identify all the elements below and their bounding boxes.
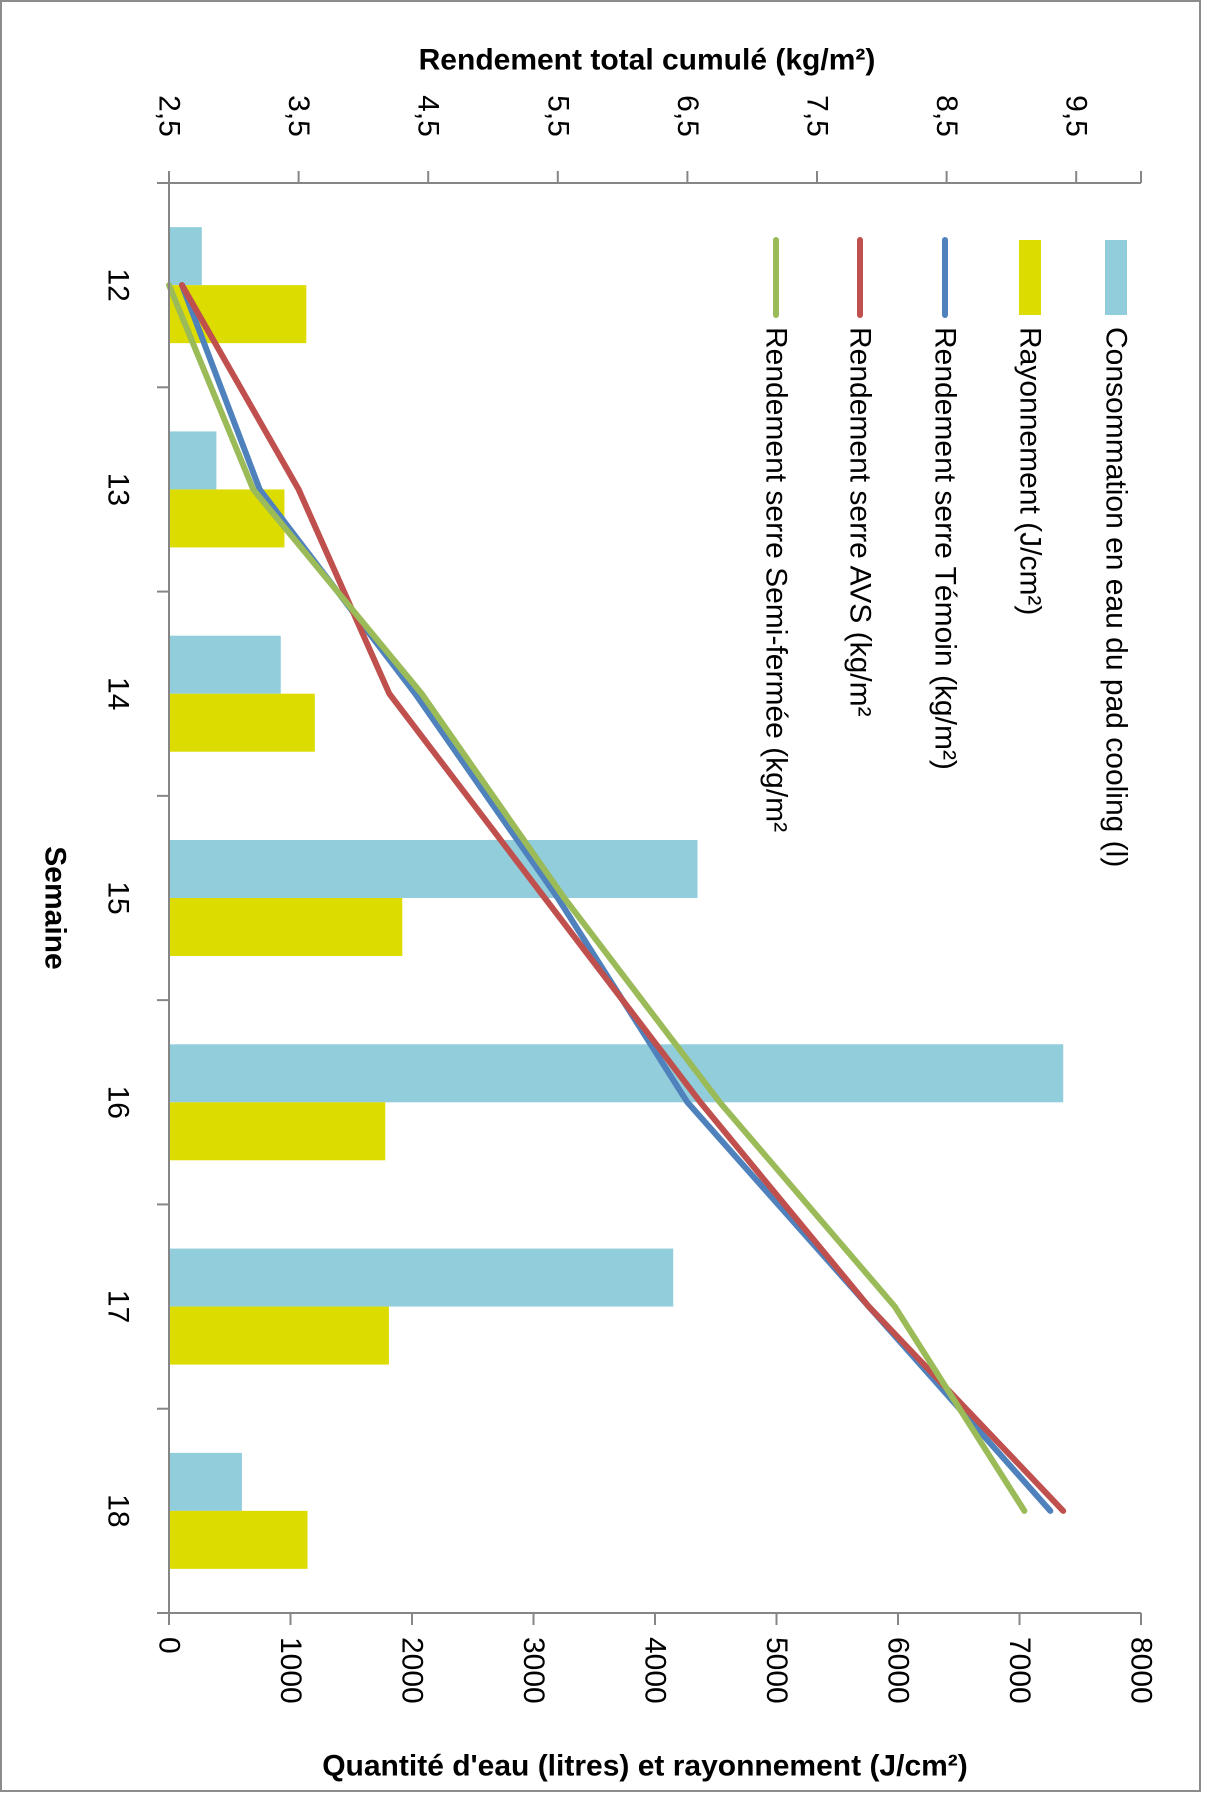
bar-radiation-14 — [169, 693, 315, 752]
bar-radiation-17 — [169, 1306, 389, 1365]
category-axis-title: Semaine — [39, 846, 72, 969]
bar-water-13 — [169, 431, 217, 490]
bar-radiation-16 — [169, 1102, 386, 1161]
primary-tick-label: 2000 — [396, 1637, 429, 1704]
bar-water-17 — [169, 1248, 674, 1307]
primary-tick-label: 8000 — [1125, 1637, 1158, 1704]
legend: Consommation en eau du pad cooling (l) Ra… — [760, 237, 1133, 867]
primary-tick-label: 1000 — [274, 1637, 307, 1704]
secondary-tick-label: 9,5 — [1060, 95, 1093, 137]
primary-tick-label: 5000 — [760, 1637, 793, 1704]
legend-swatch-radiation — [1019, 240, 1041, 315]
legend-label-semi-fermee: Rendement serre Semi-fermée (kg/m² — [760, 327, 793, 832]
bar-water-14 — [169, 635, 281, 694]
primary-tick-label: 0 — [153, 1637, 186, 1654]
category-tick-label: 13 — [102, 473, 135, 506]
primary-tick-label: 4000 — [639, 1637, 672, 1704]
bar-water-18 — [169, 1452, 242, 1511]
bar-radiation-15 — [169, 898, 403, 956]
bar-radiation-18 — [169, 1510, 308, 1569]
bar-water-16 — [169, 1044, 1064, 1103]
primary-tick-label: 3000 — [517, 1637, 550, 1704]
legend-label-radiation: Rayonnement (J/cm²) — [1014, 327, 1047, 615]
secondary-tick-label: 3,5 — [282, 95, 315, 137]
category-tick-label: 12 — [102, 268, 135, 301]
secondary-tick-label: 2,5 — [153, 95, 186, 137]
secondary-tick-label: 7,5 — [801, 95, 834, 137]
primary-tick-label: 6000 — [882, 1637, 915, 1704]
legend-swatch-water — [1105, 240, 1127, 315]
axes: 12 13 14 15 16 17 18 Semaine 0 1000 2000 3000 4000 50… — [39, 44, 1158, 1783]
category-tick-label: 15 — [102, 881, 135, 914]
secondary-axis-title: Rendement total cumulé (kg/m²) — [419, 44, 876, 77]
secondary-tick-label: 6,5 — [671, 95, 704, 137]
category-tick-label: 17 — [102, 1290, 135, 1323]
legend-label-temoin: Rendement serre Témoin (kg/m²) — [929, 327, 962, 770]
secondary-tick-label: 8,5 — [930, 95, 963, 137]
plot-area — [166, 227, 1067, 1569]
bar-water-15 — [169, 840, 698, 898]
bar-water-12 — [169, 227, 202, 286]
legend-label-avs: Rendement serre AVS (kg/m² — [844, 327, 877, 717]
primary-tick-label: 7000 — [1003, 1637, 1036, 1704]
primary-axis-title: Quantité d'eau (litres) et rayonnement (… — [322, 1750, 968, 1783]
category-tick-label: 16 — [102, 1086, 135, 1119]
secondary-tick-label: 4,5 — [412, 95, 445, 137]
category-tick-label: 18 — [102, 1494, 135, 1527]
category-tick-label: 14 — [102, 677, 135, 710]
legend-label-water: Consommation en eau du pad cooling (l) — [1100, 327, 1133, 867]
secondary-tick-label: 5,5 — [541, 95, 574, 137]
